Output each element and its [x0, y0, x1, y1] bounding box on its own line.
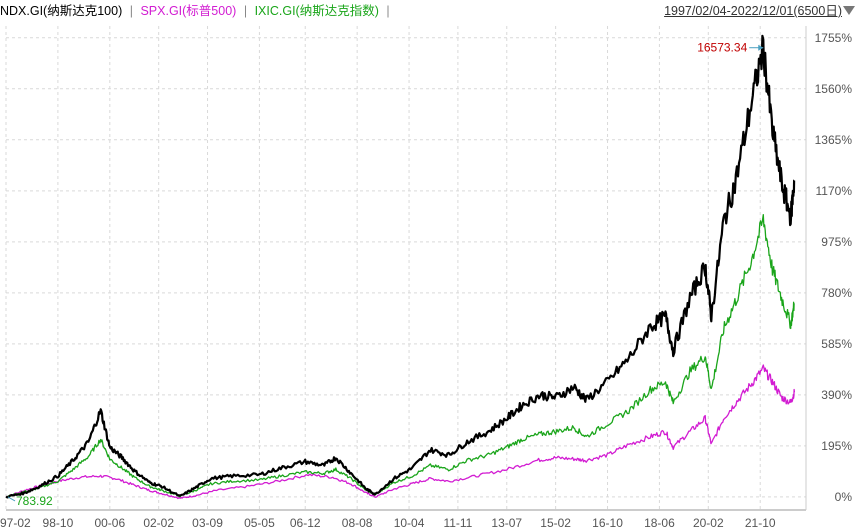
legend-separator: | [243, 4, 248, 18]
legend-ndx[interactable]: NDX.GI(纳斯达克100) [0, 4, 123, 18]
max-annotation-label: 16573.34 [697, 41, 747, 55]
chart-annotations: 16573.34 783.92 [7, 41, 764, 508]
legend-separator: | [386, 4, 390, 18]
chart-series [5, 34, 796, 500]
y-tick-label: 1365% [815, 133, 853, 147]
y-tick-label: 1560% [815, 82, 853, 96]
y-tick-label: 975% [821, 235, 852, 249]
y-tick-label: 390% [821, 388, 852, 402]
min-annotation-label: 783.92 [16, 494, 53, 508]
y-tick-label: 0% [835, 490, 853, 504]
x-tick-label: 06-12 [290, 516, 321, 530]
x-tick-label: 16-10 [592, 516, 623, 530]
x-tick-label: 03-09 [192, 516, 223, 530]
series-line-0 [5, 34, 796, 499]
x-tick-label: 00-06 [94, 516, 125, 530]
x-tick-label: 13-07 [491, 516, 522, 530]
x-tick-label: 10-04 [394, 516, 425, 530]
x-tick-label: 08-08 [342, 516, 373, 530]
y-tick-label: 1755% [815, 31, 853, 45]
y-axis: 0% 195% 390% 585% 780% 975% 1170% 1365% 1560% 175… [815, 31, 853, 504]
x-tick-label: 21-10 [745, 516, 776, 530]
y-tick-label: 780% [821, 286, 852, 300]
legend-separator: | [129, 4, 133, 18]
series-line-2 [5, 213, 795, 498]
y-tick-label: 195% [821, 439, 852, 453]
legend-spx[interactable]: SPX.GI(标普500) [140, 4, 237, 18]
y-tick-label: 1170% [816, 184, 853, 198]
x-tick-label: 11-11 [443, 516, 472, 530]
chart-legend: NDX.GI(纳斯达克100) | SPX.GI(标普500) | IXIC.G… [0, 2, 394, 20]
series-line-1 [5, 364, 796, 500]
x-tick-label: 02-02 [143, 516, 174, 530]
max-marker-arrow [758, 44, 764, 51]
x-tick-label: 97-02 [0, 516, 31, 530]
legend-ixic[interactable]: IXIC.GI(纳斯达克指数) [254, 4, 379, 18]
min-marker-line [7, 496, 16, 502]
chevron-down-icon[interactable] [843, 6, 855, 15]
y-tick-label: 585% [821, 337, 852, 351]
chart-grid [5, 26, 807, 511]
x-tick-label: 15-02 [540, 516, 571, 530]
x-axis: 97-02 98-10 00-06 02-02 03-09 05-05 06-12 08-08… [0, 516, 776, 530]
x-tick-label: 18-06 [644, 516, 675, 530]
date-range-selector[interactable]: 1997/02/04-2022/12/01(6500日) [664, 4, 842, 18]
x-tick-label: 98-10 [43, 516, 74, 530]
x-tick-label: 20-02 [693, 516, 724, 530]
x-tick-label: 05-05 [244, 516, 275, 530]
